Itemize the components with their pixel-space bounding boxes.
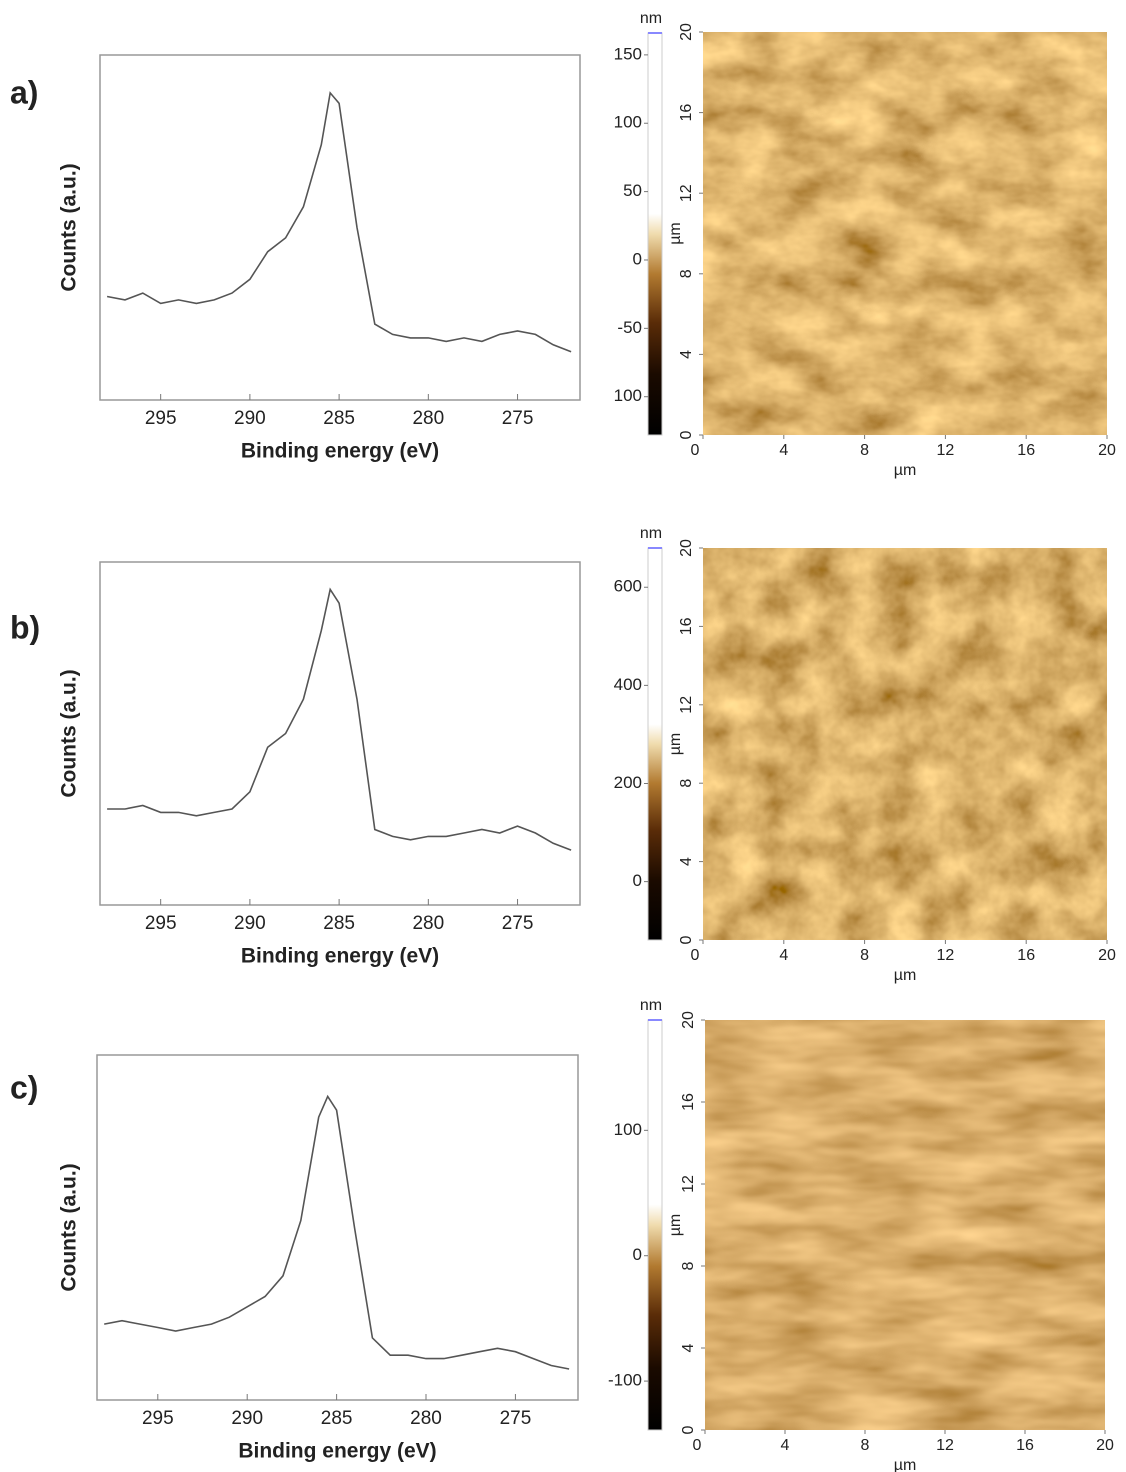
y-tick-label: 4 xyxy=(680,1343,697,1352)
colorbar xyxy=(647,547,663,941)
x-tick-label: 275 xyxy=(502,913,534,934)
colorbar-tick-label: 0 xyxy=(633,249,642,268)
y-tick-label: 12 xyxy=(678,696,695,714)
colorbar-tick-label: 50 xyxy=(623,181,642,200)
x-tick-label: 8 xyxy=(861,1437,870,1454)
colorbar-tick-label: -100 xyxy=(608,1371,642,1390)
y-tick-label: 16 xyxy=(680,1093,697,1111)
spectrum-line xyxy=(107,587,572,851)
y-tick-label: 8 xyxy=(680,1261,697,1270)
plot-frame xyxy=(96,1054,579,1401)
y-tick-label: 20 xyxy=(678,23,695,41)
x-tick-label: 295 xyxy=(145,913,177,934)
x-tick-label: 285 xyxy=(323,913,355,934)
colorbar-tick-label: 0 xyxy=(633,871,642,890)
x-tick-label: 280 xyxy=(412,913,444,934)
colorbar-tick-label: -50 xyxy=(617,318,642,337)
y-tick-label: 20 xyxy=(680,1011,697,1029)
y-axis-label: µm xyxy=(667,222,684,245)
y-tick-label: 4 xyxy=(678,857,695,866)
colorbar-unit: nm xyxy=(640,10,662,27)
colorbar-tick-label: 100 xyxy=(614,113,642,132)
x-tick-label: 275 xyxy=(502,408,534,429)
x-tick-label: 12 xyxy=(937,947,955,964)
x-tick-label: 0 xyxy=(691,947,700,964)
colorbar-tick-label: 100 xyxy=(614,1120,642,1139)
y-tick-label: 8 xyxy=(678,269,695,278)
x-axis-label: Binding energy (eV) xyxy=(238,1440,436,1463)
x-axis-label: µm xyxy=(894,967,917,984)
plot-frame xyxy=(99,54,581,401)
colorbar-tick-label: 100 xyxy=(614,386,642,405)
y-tick-label: 0 xyxy=(678,935,695,944)
x-tick-label: 16 xyxy=(1017,442,1035,459)
x-tick-label: 20 xyxy=(1098,442,1116,459)
x-tick-label: 290 xyxy=(234,408,266,429)
panel-label: a) xyxy=(10,74,38,110)
x-tick-label: 4 xyxy=(779,947,788,964)
colorbar xyxy=(647,32,663,436)
x-tick-label: 275 xyxy=(500,1408,532,1429)
x-tick-label: 285 xyxy=(323,408,355,429)
y-tick-label: 16 xyxy=(678,617,695,635)
y-axis-label: µm xyxy=(667,1214,684,1237)
y-tick-label: 0 xyxy=(678,430,695,439)
x-tick-label: 295 xyxy=(142,1408,174,1429)
y-tick-label: 12 xyxy=(678,184,695,202)
x-tick-label: 4 xyxy=(781,1437,790,1454)
colorbar-tick-label: 200 xyxy=(614,773,642,792)
colorbar-unit: nm xyxy=(640,997,662,1014)
colorbar-unit: nm xyxy=(640,525,662,542)
x-tick-label: 280 xyxy=(410,1408,442,1429)
colorbar-tick-label: 150 xyxy=(614,44,642,63)
x-tick-label: 285 xyxy=(321,1408,353,1429)
x-axis-label: µm xyxy=(894,462,917,479)
plot-frame xyxy=(99,561,581,906)
x-tick-label: 20 xyxy=(1096,1437,1114,1454)
afm-image xyxy=(703,548,1107,940)
panel-label: c) xyxy=(10,1069,38,1105)
y-tick-label: 16 xyxy=(678,104,695,122)
x-tick-label: 16 xyxy=(1017,947,1035,964)
y-tick-label: 20 xyxy=(678,539,695,557)
afm-image xyxy=(705,1020,1105,1430)
x-tick-label: 8 xyxy=(860,947,869,964)
x-tick-label: 0 xyxy=(691,442,700,459)
afm-image xyxy=(703,32,1107,435)
y-axis-label: µm xyxy=(667,733,684,756)
x-tick-label: 12 xyxy=(936,1437,954,1454)
y-axis-label: Counts (a.u.) xyxy=(58,669,81,797)
colorbar-tick-label: 400 xyxy=(614,675,642,694)
y-axis-label: Counts (a.u.) xyxy=(58,163,81,291)
spectrum-line xyxy=(104,1094,570,1370)
x-tick-label: 290 xyxy=(234,913,266,934)
spectrum-line xyxy=(106,91,572,353)
y-tick-label: 12 xyxy=(680,1175,697,1193)
y-axis-label: Counts (a.u.) xyxy=(58,1163,81,1291)
x-axis-label: µm xyxy=(894,1457,917,1472)
colorbar xyxy=(647,1019,663,1431)
x-tick-label: 0 xyxy=(693,1437,702,1454)
x-tick-label: 295 xyxy=(145,408,177,429)
x-tick-label: 16 xyxy=(1016,1437,1034,1454)
x-axis-label: Binding energy (eV) xyxy=(241,945,439,968)
panel-label: b) xyxy=(10,609,40,645)
x-tick-label: 280 xyxy=(412,408,444,429)
y-tick-label: 0 xyxy=(680,1425,697,1434)
colorbar-tick-label: 600 xyxy=(614,577,642,596)
x-tick-label: 12 xyxy=(937,442,955,459)
x-tick-label: 20 xyxy=(1098,947,1116,964)
y-tick-label: 8 xyxy=(678,779,695,788)
y-tick-label: 4 xyxy=(678,350,695,359)
x-tick-label: 290 xyxy=(231,1408,263,1429)
colorbar-tick-label: 0 xyxy=(633,1245,642,1264)
x-tick-label: 4 xyxy=(779,442,788,459)
x-axis-label: Binding energy (eV) xyxy=(241,440,439,463)
x-tick-label: 8 xyxy=(860,442,869,459)
